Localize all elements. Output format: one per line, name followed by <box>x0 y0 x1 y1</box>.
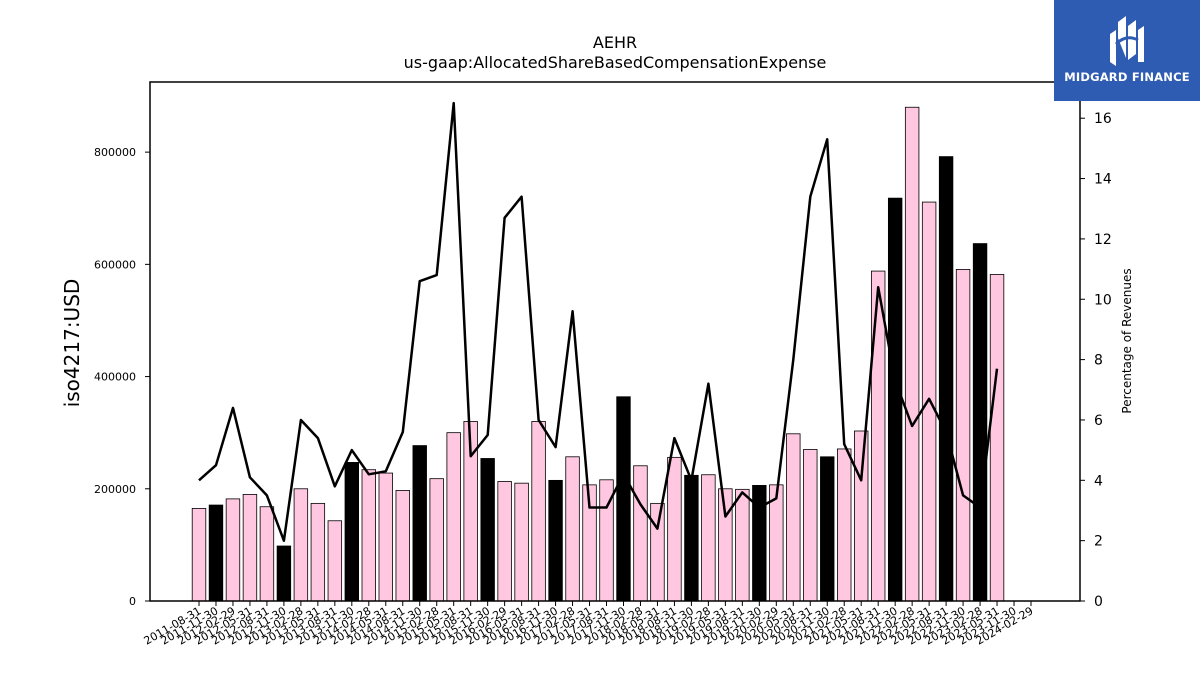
y2-tick-label: 12 <box>1094 232 1112 248</box>
bar <box>242 493 258 602</box>
bar <box>837 448 852 602</box>
y2-tick-label: 8 <box>1094 353 1103 369</box>
y2-tick-label: 14 <box>1094 172 1112 188</box>
percentage-line <box>198 101 999 542</box>
y-tick-label: 800000 <box>94 146 136 159</box>
brand-name: MIDGARD FINANCE <box>1064 70 1190 84</box>
bar <box>446 432 461 602</box>
bar <box>531 421 546 602</box>
y-tick-label: 400000 <box>94 371 136 384</box>
bar <box>667 456 682 602</box>
bar <box>344 462 360 602</box>
bar <box>870 270 886 602</box>
bar <box>854 430 869 602</box>
bar <box>684 474 699 602</box>
bar <box>735 488 750 602</box>
bar <box>259 506 275 602</box>
bar <box>701 474 716 602</box>
bar <box>327 520 343 602</box>
bar <box>633 465 648 602</box>
brand-logo: MIDGARD FINANCE <box>1054 0 1200 101</box>
bar <box>887 197 903 602</box>
chart-title: AEHR <box>593 33 637 52</box>
bar <box>225 498 241 602</box>
y-axis-label: iso4217:USD <box>60 279 84 408</box>
bar <box>650 502 665 602</box>
bar <box>208 504 224 602</box>
bar <box>904 106 920 602</box>
bar <box>191 508 207 602</box>
bar-series <box>191 106 1005 602</box>
y2-tick-label: 4 <box>1094 473 1103 489</box>
y-tick-label: 200000 <box>94 483 136 496</box>
y-tick-label: 0 <box>129 595 136 608</box>
y2-tick-label: 6 <box>1094 413 1103 429</box>
y-tick-label: 600000 <box>94 258 136 271</box>
line-series <box>198 101 999 542</box>
bar <box>820 456 835 602</box>
bar <box>803 449 818 602</box>
bar <box>989 274 1005 602</box>
bar <box>276 545 292 602</box>
bar <box>718 488 733 602</box>
bar <box>429 478 444 602</box>
y2-axis-label: Percentage of Revenues <box>1120 268 1134 413</box>
y2-tick-label: 10 <box>1094 292 1112 308</box>
bar <box>395 490 410 602</box>
bar <box>378 472 393 602</box>
bar <box>786 433 801 602</box>
bar <box>972 243 988 602</box>
y2-tick-label: 0 <box>1094 594 1103 610</box>
bar <box>616 396 631 602</box>
bar <box>310 502 326 602</box>
axes: 0200000400000600000800000024681012141620… <box>94 81 1112 648</box>
bar <box>361 469 376 602</box>
midgard-logo-icon <box>1110 16 1144 66</box>
y2-tick-label: 2 <box>1094 534 1103 550</box>
bar <box>412 445 427 602</box>
bar <box>497 481 512 602</box>
bar <box>293 488 309 602</box>
y2-tick-label: 16 <box>1094 111 1112 127</box>
bar <box>938 156 954 602</box>
plot-frame <box>149 81 1081 602</box>
bar <box>514 482 529 602</box>
bar <box>565 456 580 602</box>
chart-subtitle: us-gaap:AllocatedShareBasedCompensationE… <box>404 53 827 72</box>
bar <box>480 458 495 602</box>
bar <box>955 269 971 602</box>
bar <box>548 479 563 602</box>
